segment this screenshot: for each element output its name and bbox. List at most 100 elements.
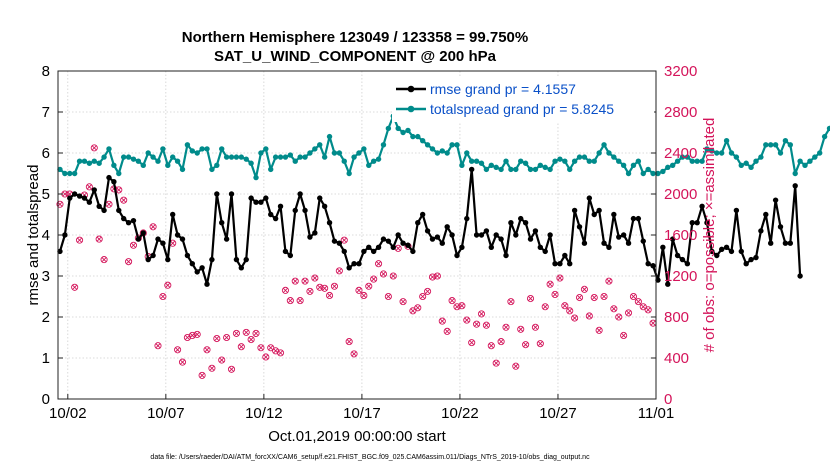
- y-tick-label-right: 400: [664, 350, 689, 367]
- rmse-point: [277, 203, 284, 209]
- spread-point: [86, 160, 93, 166]
- rmse-point: [263, 195, 269, 201]
- obs-possible-marker: [257, 344, 265, 352]
- rmse-point: [390, 244, 396, 250]
- rmse-point: [635, 215, 642, 222]
- obs-assimilated-marker: [385, 293, 391, 300]
- obs-assimilated-marker: [248, 337, 254, 343]
- obs-assimilated-marker: [650, 320, 656, 326]
- obs-assimilated-marker: [425, 288, 431, 294]
- obs-assimilated-marker: [263, 354, 269, 360]
- obs-possible-marker: [473, 320, 481, 328]
- rmse-point: [439, 240, 445, 246]
- rmse-point: [493, 232, 499, 238]
- rmse-point: [513, 232, 519, 238]
- spread-point: [718, 150, 725, 156]
- rmse-point: [174, 232, 181, 238]
- y-tick-label-left: 3: [42, 268, 50, 285]
- obs-assimilated-marker: [160, 293, 166, 300]
- x-tick-label: 10/12: [245, 405, 283, 422]
- spread-point: [331, 150, 338, 156]
- rmse-point: [753, 254, 759, 261]
- rmse-point: [601, 240, 607, 246]
- obs-possible-marker: [286, 297, 294, 305]
- spread-point: [223, 154, 230, 160]
- obs-possible-marker: [384, 292, 392, 301]
- y-tick-label-right: 1600: [664, 227, 697, 244]
- obs-assimilated-marker: [130, 242, 137, 248]
- spread-point: [312, 146, 318, 152]
- spread-point: [184, 142, 191, 148]
- rmse-point: [557, 261, 563, 267]
- spread-point: [723, 138, 730, 144]
- rmse-point: [640, 238, 646, 244]
- rmse-point: [346, 265, 352, 271]
- obs-assimilated-marker: [72, 284, 78, 290]
- rmse-point: [532, 228, 539, 234]
- obs-assimilated-marker: [194, 331, 200, 337]
- rmse-point: [792, 183, 798, 189]
- obs-possible-marker: [575, 293, 584, 302]
- rmse-point: [258, 199, 264, 205]
- obs-assimilated-marker: [630, 293, 636, 300]
- obs-assimilated-marker: [542, 304, 548, 310]
- spread-point: [272, 154, 279, 160]
- rmse-point: [67, 195, 73, 201]
- obs-assimilated-marker: [101, 257, 107, 263]
- obs-assimilated-marker: [356, 287, 362, 293]
- legend-box: [392, 76, 654, 122]
- y-tick-label-right: 0: [664, 391, 672, 408]
- rmse-point: [625, 240, 632, 246]
- x-axis-label: Oct.01,2019 00:00:00 start: [268, 428, 446, 445]
- spread-point: [478, 160, 485, 166]
- spread-point: [204, 146, 210, 152]
- rmse-point: [571, 207, 578, 214]
- obs-assimilated-marker: [86, 184, 92, 190]
- rmse-point: [287, 252, 294, 259]
- spread-point: [96, 160, 102, 166]
- spread-point: [140, 162, 146, 168]
- spread-point: [395, 125, 401, 132]
- obs-assimilated-marker: [238, 344, 244, 350]
- obs-possible-marker: [605, 277, 613, 285]
- obs-possible-marker: [203, 346, 211, 354]
- spread-point: [429, 146, 436, 152]
- rmse-point: [508, 220, 514, 226]
- chart-title: Northern Hemisphere 123049 / 123358 = 99…: [182, 29, 528, 46]
- spread-point: [120, 154, 127, 160]
- obs-assimilated-marker: [478, 311, 485, 317]
- spread-point: [611, 154, 617, 160]
- y-tick-label-left: 0: [42, 391, 50, 408]
- spread-point: [57, 166, 63, 173]
- spread-point: [562, 158, 568, 164]
- spread-point: [326, 133, 333, 140]
- rmse-point: [248, 195, 254, 201]
- spread-point: [518, 158, 524, 164]
- obs-assimilated-marker: [91, 145, 97, 151]
- obs-possible-marker: [340, 236, 348, 244]
- legend-spread-label: totalspread grand pr = 5.8245: [430, 101, 614, 117]
- obs-assimilated-marker: [170, 240, 176, 246]
- rmse-point: [189, 261, 196, 267]
- spread-point: [361, 146, 367, 152]
- obs-assimilated-marker: [611, 306, 617, 312]
- rmse-point: [542, 248, 548, 255]
- y-tick-label-right: 1200: [664, 268, 697, 285]
- obs-assimilated-marker: [366, 283, 372, 289]
- rmse-point: [292, 207, 298, 214]
- spread-point: [400, 129, 406, 136]
- rmse-point: [620, 232, 627, 238]
- obs-possible-marker: [129, 241, 138, 249]
- rmse-point: [444, 224, 450, 230]
- rmse-point: [704, 220, 710, 226]
- obs-assimilated-marker: [537, 341, 543, 347]
- spread-point: [513, 166, 519, 173]
- obs-assimilated-marker: [469, 340, 475, 346]
- spread-point: [684, 154, 691, 160]
- obs-possible-marker: [424, 287, 432, 295]
- obs-possible-marker: [477, 310, 486, 318]
- obs-possible-marker: [507, 298, 515, 306]
- obs-possible-marker: [365, 282, 373, 290]
- rmse-point: [718, 246, 725, 253]
- rmse-point: [473, 232, 480, 238]
